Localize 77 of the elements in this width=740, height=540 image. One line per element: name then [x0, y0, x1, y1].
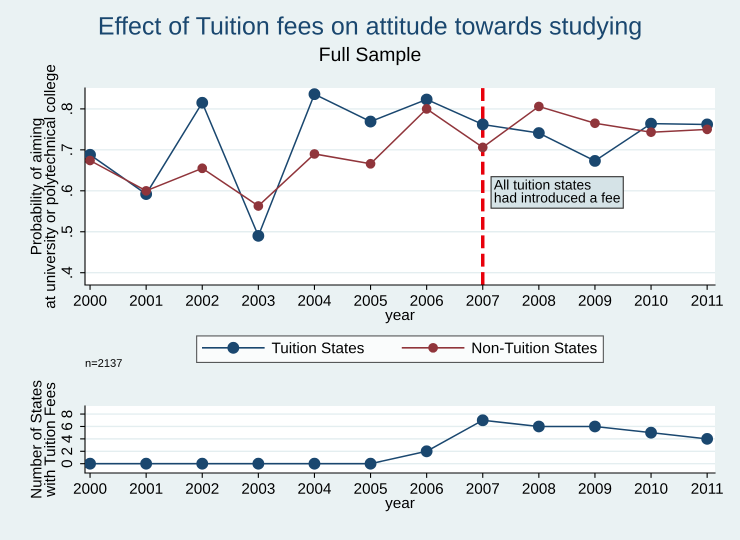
point: [197, 163, 208, 174]
point: [532, 127, 545, 139]
point: [141, 186, 152, 196]
point: [645, 426, 657, 439]
chart-subtitle: Full Sample: [320, 46, 420, 66]
y-tick-label: 0: [61, 460, 72, 468]
point: [478, 142, 488, 152]
point: [476, 118, 489, 130]
x-tick-label: 2005: [354, 483, 387, 494]
point: [196, 96, 208, 109]
x-tick-label: 2003: [242, 483, 275, 494]
x-tick-label: 2007: [466, 483, 499, 494]
point: [476, 414, 489, 426]
y-axis-title: Number of States with Tuition Fees: [30, 380, 56, 498]
point: [252, 458, 264, 470]
point: [308, 458, 320, 470]
point: [253, 201, 264, 211]
legend-label: Tuition States: [272, 342, 364, 354]
point: [532, 420, 545, 432]
x-tick-label: 2002: [186, 295, 218, 306]
y-tick-label: .7: [62, 144, 72, 155]
point: [85, 458, 96, 470]
x-tick-label: 2011: [691, 483, 723, 494]
x-tick-label: 2008: [522, 295, 556, 306]
x-tick-label: 2000: [74, 483, 106, 494]
x-tick-label: 2000: [74, 295, 106, 306]
ref-line-label: All tuition states had introduced a fee: [494, 179, 620, 203]
y-tick-label: 8: [61, 410, 72, 418]
x-tick-label: 2004: [298, 483, 331, 494]
point: [308, 88, 320, 100]
x-tick-label: 2007: [466, 295, 499, 306]
y-tick-label: 6: [61, 422, 72, 430]
legend-label: Non-Tuition States: [472, 342, 597, 354]
point: [196, 458, 208, 470]
point: [422, 104, 432, 114]
y-tick-label: 4: [62, 435, 72, 443]
y-tick-label: .8: [61, 103, 72, 114]
point: [140, 458, 152, 470]
x-tick-label: 2010: [634, 295, 668, 306]
point: [85, 156, 95, 166]
point: [589, 420, 601, 432]
x-tick-label: 2009: [578, 295, 612, 306]
y-tick-label: .6: [61, 185, 72, 196]
x-axis-title: year: [385, 312, 415, 324]
x-tick-label: 2011: [691, 295, 723, 306]
x-tick-label: 2001: [130, 483, 162, 494]
y-tick-label: .5: [62, 226, 72, 237]
x-axis-title: year: [385, 500, 415, 512]
y-axis-title: Probability of aiming at university or polytechnical college: [30, 64, 58, 308]
x-tick-label: 2006: [410, 483, 443, 494]
point: [646, 127, 656, 138]
point: [702, 124, 712, 134]
x-tick-label: 2004: [298, 295, 331, 306]
point: [534, 102, 544, 112]
x-tick-label: 2006: [410, 295, 443, 306]
chart-title: Effect of Tuition fees on attitude towards studying: [100, 16, 641, 40]
point: [364, 458, 376, 470]
text: n=2137: [86, 359, 122, 367]
point: [366, 158, 376, 169]
x-tick-label: 2010: [634, 483, 668, 494]
y-tick-label: .4: [62, 266, 72, 278]
x-tick-label: 2002: [186, 483, 218, 494]
point: [310, 149, 320, 159]
point: [420, 94, 433, 106]
y-tick-label: 2: [61, 448, 72, 455]
x-tick-label: 2008: [522, 483, 556, 494]
point: [420, 445, 433, 458]
point: [590, 118, 600, 128]
x-tick-label: 2003: [242, 295, 275, 306]
point: [252, 230, 264, 242]
point: [701, 432, 714, 445]
x-tick-label: 2009: [578, 483, 612, 494]
x-tick-label: 2001: [130, 295, 162, 306]
point: [364, 116, 376, 128]
point: [589, 155, 601, 167]
point: [645, 118, 657, 130]
x-tick-label: 2005: [354, 295, 387, 306]
